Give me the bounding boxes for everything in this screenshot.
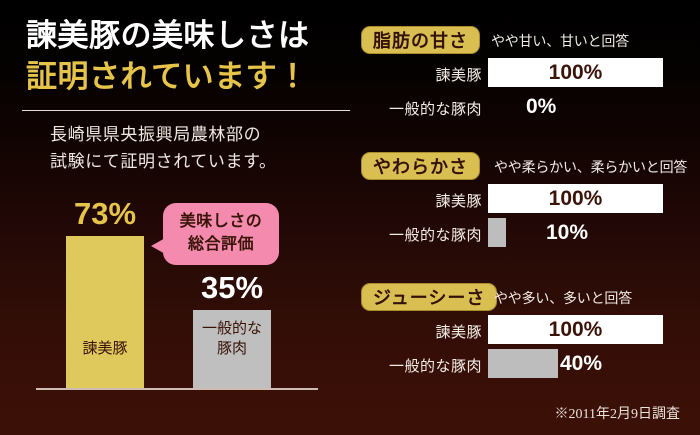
- metric-row-label: 諫美豚: [435, 194, 482, 210]
- metric-row-bar: [488, 349, 558, 378]
- chart-bar-kanbiton-fill: 諫美豚: [66, 236, 144, 388]
- metric-row-value: 100%: [548, 318, 603, 341]
- chart-bar-generic-pork-value: 35%: [200, 270, 264, 305]
- subtitle-line-1: 長崎県県央振興局農林部の: [50, 125, 262, 144]
- metric-row-value: 0%: [526, 95, 557, 118]
- metric-row-kanbiton: 諫美豚 100%: [352, 56, 700, 90]
- metric-header: やわらかさ やや柔らかい、柔らかいと回答: [352, 152, 700, 182]
- metric-row-label: 一般的な豚肉: [388, 102, 482, 118]
- metric-pill-label: ジューシーさ: [361, 283, 498, 311]
- chart-bar-generic-pork-fill: 一般的な 豚肉: [193, 310, 271, 388]
- subtitle: 長崎県県央振興局農林部の 試験にて証明されています。: [50, 122, 277, 176]
- right-panel: 脂肪の甘さ やや甘い、甘いと回答 諫美豚 100% 一般的な豚肉 0%: [352, 0, 700, 435]
- metric-row-bar: [488, 58, 663, 87]
- callout-line-1: 美味しさの: [179, 213, 263, 230]
- metric-row-value: 10%: [546, 221, 589, 244]
- headline-divider: [22, 110, 350, 111]
- metric-row-value: 40%: [560, 352, 603, 375]
- metric-row-generic-pork: 一般的な豚肉 40%: [352, 347, 700, 381]
- metric-note: やや甘い、甘いと回答: [491, 35, 629, 50]
- metric-header: ジューシーさ やや多い、多いと回答: [352, 283, 700, 313]
- metric-row-track: 40%: [488, 349, 663, 378]
- metric-row-kanbiton: 諫美豚 100%: [352, 313, 700, 347]
- metric-row-label: 諫美豚: [435, 68, 482, 84]
- metric-row-track: 10%: [488, 218, 663, 247]
- metric-row-label: 一般的な豚肉: [388, 359, 482, 375]
- metric-row-track: 100%: [488, 58, 663, 87]
- chart-bar-kanbiton: 73% 諫美豚: [66, 196, 144, 388]
- metric-row-track: 0%: [488, 92, 663, 121]
- chart-baseline: [36, 388, 318, 390]
- metric-juiciness: ジューシーさ やや多い、多いと回答 諫美豚 100% 一般的な豚肉 40%: [352, 283, 700, 381]
- metric-row-bar: [488, 184, 663, 213]
- subtitle-line-2: 試験にて証明されています。: [50, 151, 277, 171]
- headline-line-2: 証明されています！: [26, 59, 309, 94]
- metric-row-kanbiton: 諫美豚 100%: [352, 182, 700, 216]
- metric-note: やや柔らかい、柔らかいと回答: [494, 161, 688, 176]
- chart-bar-generic-pork-label-line-2: 豚肉: [216, 341, 248, 358]
- rating-callout-bubble: 美味しさの 総合評価: [151, 203, 279, 266]
- left-panel: 諫美豚の美味しさは 証明されています！ 長崎県県央振興局農林部の 試験にて証明さ…: [0, 18, 352, 412]
- metric-tenderness: やわらかさ やや柔らかい、柔らかいと回答 諫美豚 100% 一般的な豚肉 10%: [352, 152, 700, 250]
- callout-tail-icon: [151, 237, 167, 256]
- metric-row-value: 100%: [548, 61, 603, 84]
- metric-pill-label: やわらかさ: [361, 152, 480, 180]
- chart-bar-kanbiton-value: 73%: [73, 196, 137, 231]
- survey-footnote: ※2011年2月9日調査: [554, 407, 680, 422]
- metric-row-value: 100%: [548, 187, 603, 210]
- headline-line-1: 諫美豚の美味しさは: [26, 18, 310, 53]
- metric-row-bar: [488, 315, 663, 344]
- chart-bar-generic-pork-label: 一般的な 豚肉: [202, 319, 262, 360]
- metric-row-generic-pork: 一般的な豚肉 0%: [352, 90, 700, 124]
- metric-pill-label: 脂肪の甘さ: [361, 26, 480, 54]
- overall-rating-bar-chart: 73% 諫美豚 35% 一般的な 豚肉: [0, 196, 352, 412]
- metric-fat-sweetness: 脂肪の甘さ やや甘い、甘いと回答 諫美豚 100% 一般的な豚肉 0%: [352, 26, 700, 124]
- metric-row-label: 諫美豚: [435, 325, 482, 341]
- metric-row-bar: [488, 218, 506, 247]
- metric-row-track: 100%: [488, 184, 663, 213]
- metric-row-track: 100%: [488, 315, 663, 344]
- chart-bar-generic-pork: 35% 一般的な 豚肉: [193, 270, 271, 388]
- metric-header: 脂肪の甘さ やや甘い、甘いと回答: [352, 26, 700, 56]
- chart-bar-kanbiton-label: 諫美豚: [82, 341, 128, 358]
- metric-row-generic-pork: 一般的な豚肉 10%: [352, 216, 700, 250]
- callout-line-2: 総合評価: [187, 235, 254, 253]
- chart-bar-generic-pork-label-line-1: 一般的な: [201, 320, 263, 337]
- metric-note: やや多い、多いと回答: [494, 292, 632, 307]
- metric-row-label: 一般的な豚肉: [388, 228, 482, 244]
